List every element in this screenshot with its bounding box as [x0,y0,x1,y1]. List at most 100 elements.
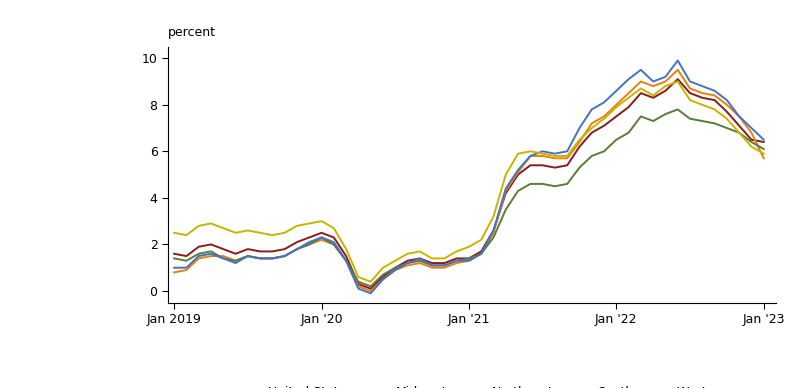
West [710,107,719,112]
West [722,116,732,121]
Text: percent: percent [168,26,216,39]
United States [710,98,719,102]
United States [611,114,621,119]
Midwest [255,256,265,261]
Northeast [366,284,375,289]
Northeast [439,263,449,268]
West [526,149,535,154]
West [611,105,621,109]
Northeast [648,119,658,123]
Northeast [698,119,707,123]
South [734,114,744,119]
West [366,279,375,284]
United States [514,172,523,177]
United States [661,88,670,93]
Midwest [292,247,302,251]
United States [243,247,253,251]
Midwest [342,258,351,263]
Midwest [194,256,203,261]
Midwest [489,230,498,235]
South [538,149,547,154]
Midwest [464,258,474,263]
Northeast [686,116,695,121]
Midwest [538,154,547,158]
Northeast [661,112,670,116]
West [624,95,634,100]
Northeast [182,258,191,263]
South [268,256,278,261]
Northeast [230,258,240,263]
Legend: United States, Midwest, Northeast, South, West: United States, Midwest, Northeast, South… [231,381,713,388]
South [526,154,535,158]
Midwest [390,268,400,272]
Midwest [514,170,523,175]
South [698,84,707,88]
West [538,151,547,156]
West [342,247,351,251]
South [661,74,670,79]
West [182,233,191,237]
Midwest [746,130,756,135]
South [439,263,449,268]
Northeast [452,258,462,263]
South [636,68,646,72]
United States [427,261,437,265]
West [243,228,253,233]
Midwest [243,254,253,258]
South [648,79,658,84]
West [292,223,302,228]
West [452,249,462,254]
Northeast [378,272,388,277]
South [501,186,510,191]
Northeast [206,249,216,254]
United States [354,282,363,286]
Northeast [268,256,278,261]
Northeast [477,251,486,256]
United States [464,256,474,261]
West [477,237,486,242]
Northeast [292,247,302,251]
Northeast [710,121,719,126]
Line: West: West [174,81,764,282]
Northeast [574,165,584,170]
South [611,88,621,93]
United States [452,256,462,261]
South [489,228,498,233]
South [280,254,290,258]
South [624,77,634,81]
Northeast [514,189,523,193]
United States [255,249,265,254]
United States [574,144,584,149]
South [243,254,253,258]
Midwest [686,86,695,91]
Northeast [734,130,744,135]
United States [206,242,216,247]
South [514,168,523,172]
South [452,258,462,263]
United States [182,254,191,258]
Midwest [698,91,707,95]
West [550,154,560,158]
West [636,86,646,91]
United States [342,254,351,258]
West [661,84,670,88]
United States [230,251,240,256]
United States [562,163,572,168]
West [218,226,228,230]
Line: Northeast: Northeast [174,109,764,286]
Midwest [734,114,744,119]
Northeast [170,256,179,261]
Northeast [562,182,572,186]
Line: Midwest: Midwest [174,70,764,291]
United States [329,235,338,240]
Northeast [746,140,756,144]
United States [759,140,769,144]
South [366,291,375,296]
West [673,79,682,84]
West [305,221,314,226]
West [354,275,363,279]
Northeast [599,149,609,154]
Northeast [587,154,597,158]
United States [477,249,486,254]
Midwest [636,79,646,84]
